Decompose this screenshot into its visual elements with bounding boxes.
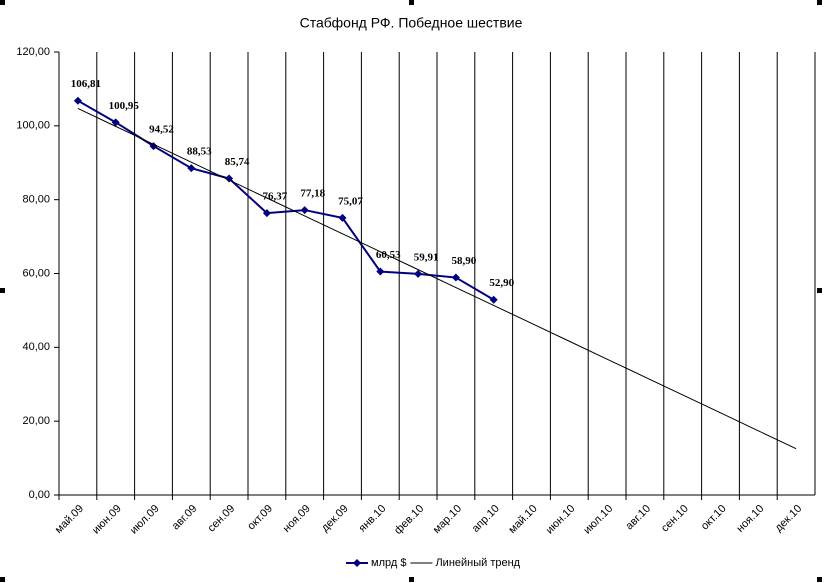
data-label: 76,37 xyxy=(263,191,288,203)
marker xyxy=(489,295,498,304)
marker xyxy=(451,273,460,282)
marker xyxy=(73,96,82,105)
marker xyxy=(262,209,271,218)
y-tick-label: 120,00 xyxy=(16,46,50,58)
data-label: 75,07 xyxy=(338,195,363,207)
marker xyxy=(111,118,120,127)
data-label: 52,90 xyxy=(489,277,514,289)
data-label: 58,90 xyxy=(452,255,477,267)
y-tick-label: 100,00 xyxy=(16,120,50,132)
marker xyxy=(300,206,309,215)
data-label: 85,74 xyxy=(225,156,250,168)
legend-label: млрд $ xyxy=(371,557,406,569)
chart-title: Стабфонд РФ. Победное шествие xyxy=(300,15,523,31)
marker xyxy=(414,269,423,278)
y-tick-label: 80,00 xyxy=(22,194,50,206)
chart-area xyxy=(3,3,818,579)
data-label: 59,91 xyxy=(414,251,439,263)
y-tick-label: 60,00 xyxy=(22,267,50,279)
data-label: 77,18 xyxy=(300,188,325,200)
marker xyxy=(187,164,196,173)
data-label: 94,52 xyxy=(149,124,174,136)
y-tick-label: 40,00 xyxy=(22,341,50,353)
legend-marker xyxy=(353,559,361,567)
legend: млрд $ Линейный тренд xyxy=(346,557,521,569)
y-tick-label: 20,00 xyxy=(22,415,50,427)
marker xyxy=(338,213,347,222)
marker xyxy=(149,142,158,151)
data-label: 106,81 xyxy=(71,78,101,90)
legend-label: Линейный тренд xyxy=(435,557,520,569)
data-label: 100,95 xyxy=(109,100,140,112)
trend-line xyxy=(77,108,797,450)
y-tick-label: 0,00 xyxy=(29,489,50,501)
marker xyxy=(376,267,385,276)
marker xyxy=(225,174,234,183)
data-label: 88,53 xyxy=(187,146,212,158)
series-line xyxy=(77,99,495,301)
